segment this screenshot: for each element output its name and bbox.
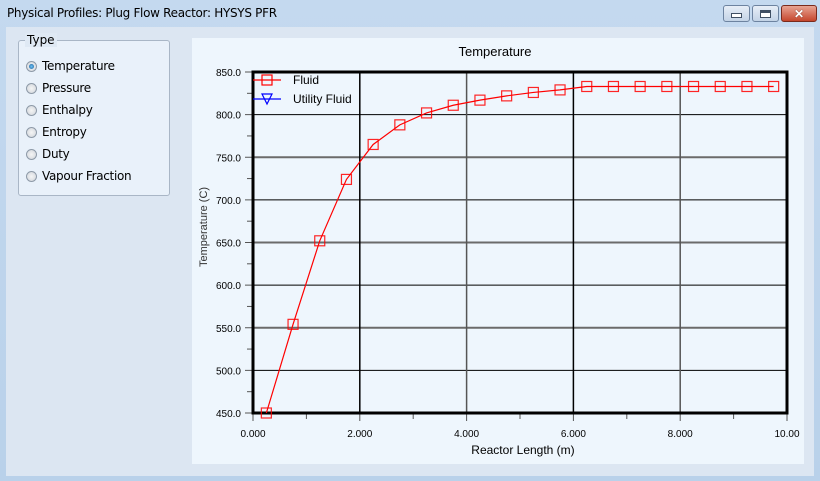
minimize-button[interactable] (723, 5, 750, 22)
type-group-label: Type (25, 33, 57, 47)
svg-text:600.0: 600.0 (216, 281, 241, 292)
svg-text:Utility Fluid: Utility Fluid (293, 92, 352, 106)
radio-unchecked-icon[interactable] (26, 170, 37, 182)
svg-text:0.000: 0.000 (240, 429, 265, 440)
chart-grid (252, 71, 788, 414)
radio-pressure[interactable]: Pressure (26, 81, 91, 95)
svg-text:2.000: 2.000 (347, 429, 372, 440)
radio-duty[interactable]: Duty (26, 147, 70, 161)
radio-label: Vapour Fraction (42, 169, 132, 183)
chart-svg: Temperature 450.0 500.0 550.0 600.0 650.0 700… (198, 44, 800, 457)
svg-text:4.000: 4.000 (454, 429, 479, 440)
svg-text:450.0: 450.0 (216, 409, 241, 420)
radio-label: Duty (42, 147, 70, 161)
svg-text:800.0: 800.0 (216, 111, 241, 122)
radio-label: Enthalpy (42, 103, 93, 117)
svg-text:550.0: 550.0 (216, 324, 241, 335)
temperature-chart[interactable]: Temperature 450.0 500.0 550.0 600.0 650.0 700… (192, 38, 804, 464)
radio-unchecked-icon[interactable] (26, 104, 37, 116)
radio-label: Pressure (42, 81, 91, 95)
svg-text:500.0: 500.0 (216, 366, 241, 377)
svg-text:6.000: 6.000 (561, 429, 586, 440)
svg-text:850.0: 850.0 (216, 68, 241, 79)
svg-text:Fluid: Fluid (293, 73, 319, 87)
radio-vapour-fraction[interactable]: Vapour Fraction (26, 169, 132, 183)
minimize-icon (731, 13, 742, 18)
client-area: Type Temperature Pressure Enthalpy Entro… (6, 27, 814, 476)
window-title: Physical Profiles: Plug Flow Reactor: HY… (7, 6, 277, 20)
radio-entropy[interactable]: Entropy (26, 125, 87, 139)
chart-axes: 450.0 500.0 550.0 600.0 650.0 700.0 750.0 800.0… (216, 68, 800, 440)
x-axis-label: Reactor Length (m) (471, 443, 574, 457)
radio-label: Entropy (42, 125, 87, 139)
chart-series (260, 80, 780, 419)
svg-text:650.0: 650.0 (216, 239, 241, 250)
maximize-button[interactable] (752, 5, 779, 22)
radio-checked-icon[interactable] (26, 60, 37, 72)
svg-text:8.000: 8.000 (668, 429, 693, 440)
svg-text:10.00: 10.00 (774, 429, 799, 440)
title-bar[interactable]: Physical Profiles: Plug Flow Reactor: HY… (0, 0, 820, 27)
svg-text:750.0: 750.0 (216, 153, 241, 164)
close-icon: ✕ (793, 6, 805, 21)
chart-legend: Fluid Utility Fluid (253, 73, 352, 106)
y-axis-label: Temperature (C) (198, 187, 210, 267)
radio-enthalpy[interactable]: Enthalpy (26, 103, 93, 117)
svg-text:700.0: 700.0 (216, 196, 241, 207)
radio-temperature[interactable]: Temperature (26, 59, 115, 73)
radio-unchecked-icon[interactable] (26, 82, 37, 94)
radio-unchecked-icon[interactable] (26, 148, 37, 160)
chart-title: Temperature (459, 44, 532, 59)
type-groupbox: Type Temperature Pressure Enthalpy Entro… (18, 33, 170, 196)
radio-label: Temperature (42, 59, 115, 73)
close-button[interactable]: ✕ (781, 5, 817, 22)
radio-unchecked-icon[interactable] (26, 126, 37, 138)
maximize-icon (760, 9, 771, 18)
